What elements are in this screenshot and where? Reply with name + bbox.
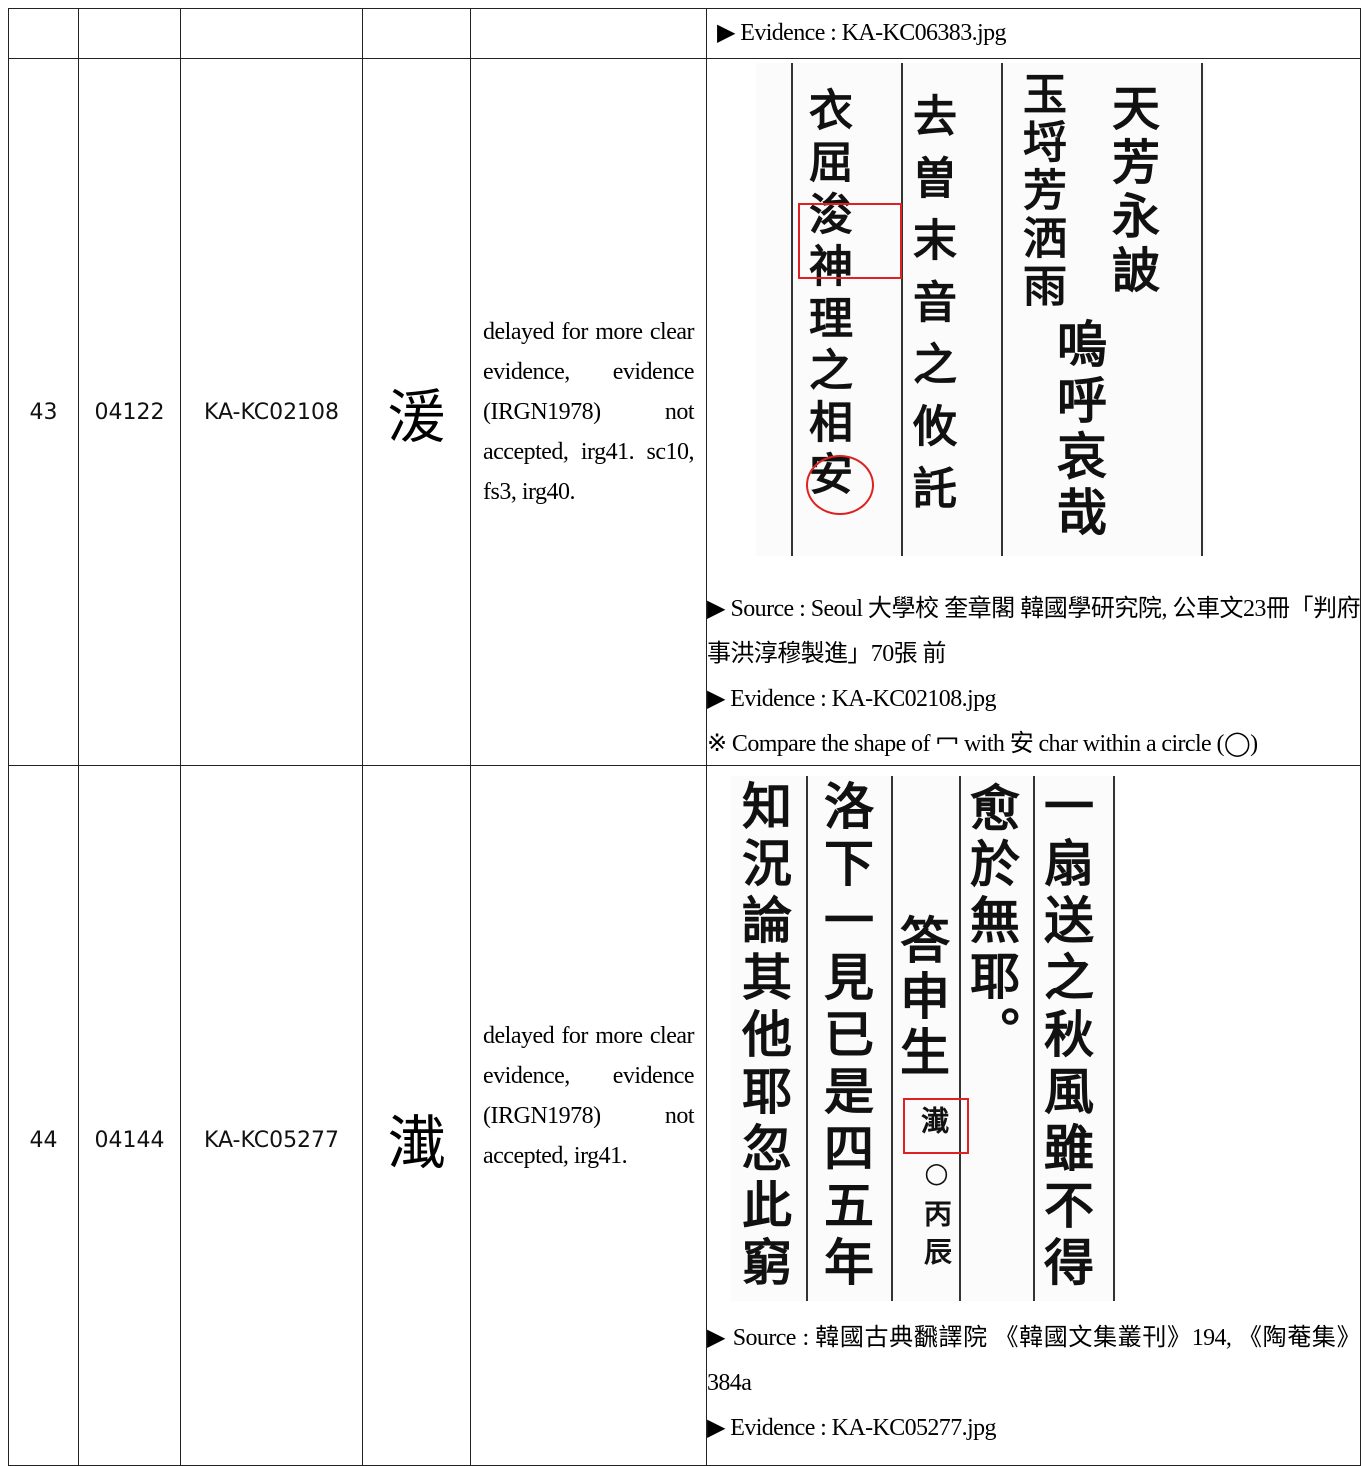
cell: [180, 8, 363, 59]
highlight-box: [903, 1098, 969, 1154]
code: 04122: [78, 58, 181, 766]
number: 44: [8, 765, 79, 1466]
text-column: 玉埒芳洒雨: [1015, 71, 1066, 311]
evidence-line: ▶ Source : Seoul 大學校 奎章閣 韓國學研究院, 公車文23冊「…: [707, 596, 1361, 667]
highlight-circle: [806, 455, 874, 515]
code: 04144: [78, 765, 181, 1466]
rule: [806, 776, 808, 1301]
row: 43 04122 KA-KC02108 湲 delayed for more c…: [8, 58, 1361, 767]
text-column: 衣屈浚神理之相安: [801, 87, 852, 503]
evidence-line: ※ Compare the shape of 冖 with 安 char wit…: [707, 731, 1258, 757]
evidence-text: ▶ Source : Seoul 大學校 奎章閣 韓國學研究院, 公車文23冊「…: [707, 587, 1361, 767]
evidence-image: 知況論其他耶忽此窮 洛下一見已是四五年 答申生 瀐 ○丙辰 愈於無耶。 一扇送之…: [731, 776, 1116, 1301]
evidence-line: ▶ Evidence : KA-KC06383.jpg: [717, 20, 1006, 46]
number: 43: [8, 58, 79, 766]
text-column: ○丙辰: [920, 1156, 953, 1275]
cell: [8, 8, 79, 59]
text-column: 知況論其他耶忽此窮: [734, 780, 793, 1293]
source-id: KA-KC02108: [180, 58, 363, 766]
evidence-image: 衣屈浚神理之相安 去曽末音之攸託 玉埒芳洒雨 嗚呼哀哉 天芳永詖: [756, 63, 1206, 556]
text-column: 嗚呼哀哉: [1049, 318, 1108, 542]
text-column: 一扇送之秋風雖不得: [1036, 780, 1095, 1293]
rule: [1113, 776, 1115, 1301]
rule: [1033, 776, 1035, 1301]
evidence-line: ▶ Evidence : KA-KC02108.jpg: [707, 686, 996, 712]
evidence-text: ▶ Source : 韓國古典飜譯院 《韓國文集叢刊》194, 《陶菴集》 38…: [707, 1316, 1361, 1451]
text-column: 天芳永詖: [1103, 83, 1159, 299]
rule: [901, 63, 903, 556]
source-id: KA-KC05277: [180, 765, 363, 1466]
evidence-cell: 衣屈浚神理之相安 去曽末音之攸託 玉埒芳洒雨 嗚呼哀哉 天芳永詖 ▶ Sourc…: [706, 58, 1361, 767]
row: 44 04144 KA-KC05277 瀐 delayed for more c…: [8, 765, 1361, 1466]
text-column: 答申生: [892, 914, 951, 1082]
evidence-line: ▶ Evidence : KA-KC05277.jpg: [707, 1415, 996, 1441]
glyph: 湲: [362, 58, 471, 766]
cell: [470, 8, 707, 59]
cell: [78, 8, 181, 59]
evidence-line: ▶ Source : 韓國古典飜譯院 《韓國文集叢刊》194, 《陶菴集》 38…: [707, 1325, 1361, 1396]
rule: [1001, 63, 1003, 556]
text-column: 瀐: [917, 1106, 950, 1134]
cell: [362, 8, 471, 59]
rule: [1201, 63, 1203, 556]
evidence-cell: ▶ Evidence : KA-KC06383.jpg: [706, 8, 1361, 59]
evidence-table: ▶ Evidence : KA-KC06383.jpg 43 04122 KA-…: [8, 8, 1361, 1466]
text-column: 洛下一見已是四五年: [816, 780, 875, 1293]
glyph: 瀐: [362, 765, 471, 1466]
row: ▶ Evidence : KA-KC06383.jpg: [8, 8, 1361, 59]
highlight-box: [798, 203, 902, 279]
rule: [959, 776, 961, 1301]
evidence-cell: 知況論其他耶忽此窮 洛下一見已是四五年 答申生 瀐 ○丙辰 愈於無耶。 一扇送之…: [706, 765, 1361, 1466]
text-column: 愈於無耶。: [962, 782, 1021, 1062]
rule: [891, 776, 893, 1301]
remark: delayed for more clear evidence, evidenc…: [470, 765, 707, 1466]
remark: delayed for more clear evidence, evidenc…: [470, 58, 707, 766]
rule: [791, 63, 793, 556]
text-column: 去曽末音之攸託: [905, 93, 956, 527]
